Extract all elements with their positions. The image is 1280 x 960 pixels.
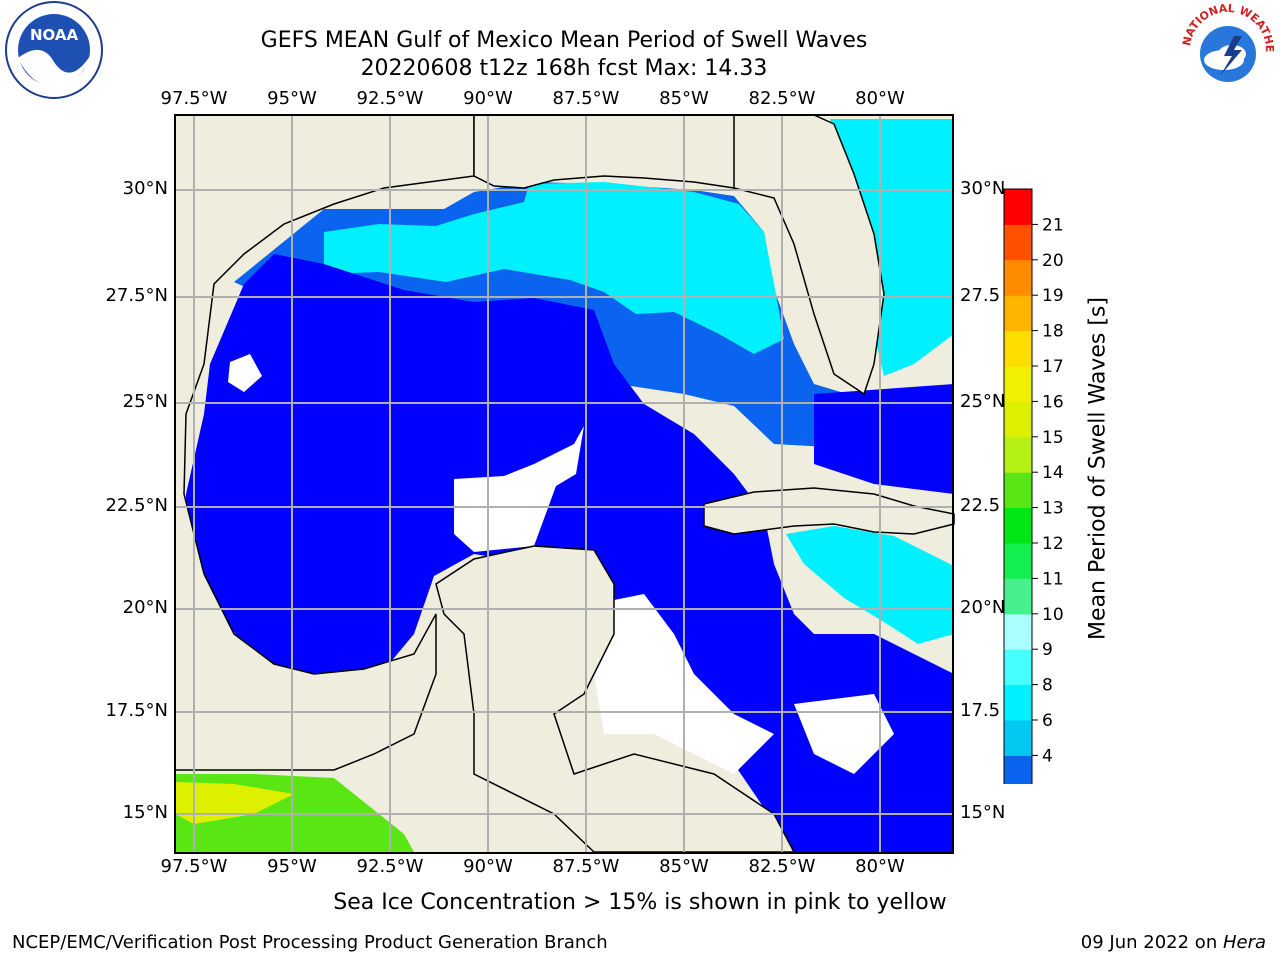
x-tick-label-top: 82.5°W — [748, 88, 816, 109]
y-tick-label-left: 25°N — [122, 391, 168, 412]
colorbar-tick-label: 18 — [1042, 322, 1064, 342]
colorbar-segment — [1004, 507, 1032, 544]
colorbar-segment — [1004, 436, 1032, 473]
colorbar-tick-label: 6 — [1042, 711, 1053, 731]
colorbar-tick-label: 19 — [1042, 286, 1064, 306]
colorbar-segment — [1004, 649, 1032, 686]
colorbar-segment — [1004, 472, 1032, 509]
gulf-water-zone-4-6s — [324, 182, 784, 354]
y-tick-label-right: 20°N — [960, 597, 1006, 618]
y-tick-label-right: 17.5 — [960, 700, 1001, 721]
y-tick-label-left: 17.5°N — [105, 700, 168, 721]
y-tick-label-right: 30°N — [960, 178, 1006, 199]
colorbar-segment — [1004, 189, 1032, 225]
footer-date-text: 09 Jun 2022 on — [1080, 932, 1223, 953]
colorbar-tick-label: 15 — [1042, 428, 1064, 448]
colorbar-tick-label: 21 — [1042, 215, 1064, 235]
x-tick-label-top: 90°W — [463, 88, 513, 109]
y-tick-label-left: 30°N — [122, 178, 168, 199]
colorbar-tick-label: 12 — [1042, 534, 1064, 554]
y-tick-label-right: 27.5 — [960, 285, 1001, 306]
y-tick-label-left: 15°N — [122, 802, 168, 823]
colorbar-segment — [1004, 401, 1032, 438]
colorbar-segment — [1004, 543, 1032, 579]
colorbar-frame — [1003, 188, 1033, 784]
colorbar-tick-label: 13 — [1042, 499, 1064, 519]
y-tick-label-right: 25°N — [960, 391, 1006, 412]
no-data-patch-caribbean — [794, 694, 894, 774]
map-gridlines — [175, 115, 953, 853]
figure-title: GEFS MEAN Gulf of Mexico Mean Period of … — [260, 28, 868, 53]
x-tick-label-bottom: 80°W — [855, 856, 905, 877]
mexico-east-coast — [174, 114, 475, 771]
colorbar-label: Mean Period of Swell Waves [s] — [1085, 297, 1111, 640]
colorbar-segment — [1004, 578, 1032, 615]
x-tick-label-bottom: 82.5°W — [748, 856, 816, 877]
cuba — [703, 487, 955, 535]
colorbar-tick-label: 10 — [1042, 605, 1064, 625]
nws-logo: NATIONAL WEATHER SERVICE — [1176, 0, 1276, 98]
x-tick-label-bottom: 92.5°W — [356, 856, 424, 877]
colorbar: 2 4 6 8 9 10 11 12 13 14 15 16 17 18 19 20 21 — [1003, 188, 1064, 784]
colorbar-segment — [1004, 259, 1032, 296]
colorbar-tick-label: 2 — [1042, 782, 1053, 784]
x-tick-label-bottom: 95°W — [267, 856, 317, 877]
figure-subtitle: 20220608 t12z 168h fcst Max: 14.33 — [360, 56, 768, 81]
noaa-logo: NOAA — [5, 1, 103, 99]
colorbar-segment — [1004, 684, 1032, 721]
colorbar-tick-label: 16 — [1042, 392, 1064, 412]
cuba-north-water — [814, 384, 954, 494]
yucatan-peninsula — [435, 545, 796, 853]
footer-credit: NCEP/EMC/Verification Post Processing Pr… — [12, 932, 608, 953]
caribbean-cyan — [786, 526, 954, 644]
colorbar-tick-label: 14 — [1042, 463, 1064, 483]
no-data-patch-nw — [228, 354, 262, 392]
noaa-logo-text: NOAA — [30, 26, 79, 44]
x-tick-label-bottom: 90°W — [463, 856, 513, 877]
colorbar-tick-label: 20 — [1042, 251, 1064, 271]
map-frame — [174, 114, 954, 854]
x-tick-label-bottom: 97.5°W — [160, 856, 228, 877]
y-tick-label-right: 15°N — [960, 802, 1006, 823]
colorbar-segment — [1004, 224, 1032, 261]
colorbar-segment — [1004, 330, 1032, 367]
y-tick-label-left: 22.5°N — [105, 495, 168, 516]
map-panel — [174, 114, 955, 854]
colorbar-tick-label: 9 — [1042, 640, 1053, 660]
sea-ice-note: Sea Ice Concentration > 15% is shown in … — [333, 890, 947, 915]
x-tick-label-top: 80°W — [855, 88, 905, 109]
colorbar-segment — [1004, 366, 1032, 402]
colorbar-tick-label: 11 — [1042, 569, 1064, 589]
colorbar-segment — [1004, 720, 1032, 756]
x-tick-label-top: 87.5°W — [552, 88, 620, 109]
y-tick-label-right: 22.5 — [960, 495, 1001, 516]
no-data-patch-central — [454, 426, 584, 552]
x-tick-label-bottom: 85°W — [659, 856, 709, 877]
colorbar-tick-label: 4 — [1042, 746, 1053, 766]
footer-date: 09 Jun 2022 on Hera — [1081, 932, 1266, 953]
colorbar-segment — [1004, 613, 1032, 650]
colorbar-segment — [1004, 295, 1032, 332]
x-tick-label-top: 85°W — [659, 88, 709, 109]
colorbar-tick-label: 8 — [1042, 676, 1053, 696]
x-tick-label-top: 97.5°W — [160, 88, 228, 109]
colorbar-segment — [1004, 755, 1032, 784]
florida-atlantic-cyan — [830, 119, 954, 376]
x-tick-label-bottom: 87.5°W — [552, 856, 620, 877]
footer-machine: Hera — [1222, 932, 1266, 953]
colorbar-tick-label: 17 — [1042, 357, 1064, 377]
y-tick-label-left: 20°N — [122, 597, 168, 618]
x-tick-label-top: 95°W — [267, 88, 317, 109]
y-tick-label-left: 27.5°N — [105, 285, 168, 306]
x-tick-label-top: 92.5°W — [356, 88, 424, 109]
